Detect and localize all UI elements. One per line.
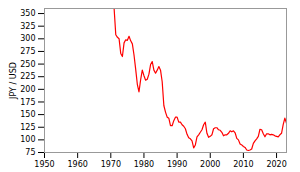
svg-text:275: 275 bbox=[20, 47, 35, 56]
svg-text:1990: 1990 bbox=[167, 160, 187, 169]
svg-text:1950: 1950 bbox=[34, 160, 54, 169]
svg-text:1960: 1960 bbox=[67, 160, 87, 169]
svg-text:150: 150 bbox=[20, 110, 35, 119]
svg-text:2000: 2000 bbox=[200, 160, 220, 169]
svg-text:350: 350 bbox=[20, 9, 35, 18]
svg-text:225: 225 bbox=[20, 72, 35, 81]
svg-text:250: 250 bbox=[20, 60, 35, 69]
svg-text:2020: 2020 bbox=[266, 160, 286, 169]
svg-text:2010: 2010 bbox=[233, 160, 253, 169]
svg-text:175: 175 bbox=[20, 98, 35, 107]
svg-text:1980: 1980 bbox=[134, 160, 154, 169]
svg-text:75: 75 bbox=[25, 148, 35, 157]
svg-text:300: 300 bbox=[20, 34, 35, 43]
svg-text:325: 325 bbox=[20, 22, 35, 31]
svg-text:200: 200 bbox=[20, 85, 35, 94]
svg-text:JPY / USD: JPY / USD bbox=[9, 62, 18, 100]
svg-text:125: 125 bbox=[20, 123, 35, 132]
svg-text:1970: 1970 bbox=[101, 160, 121, 169]
svg-text:100: 100 bbox=[20, 135, 35, 144]
